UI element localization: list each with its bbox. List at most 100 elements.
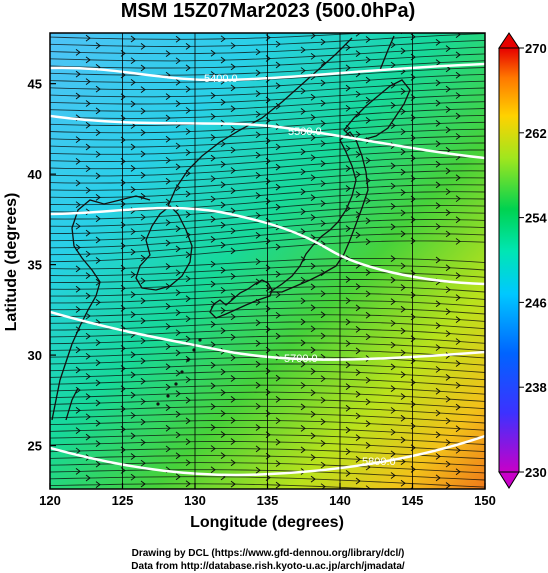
streamline-arrow — [345, 297, 351, 305]
streamline-arrow — [310, 114, 316, 121]
streamline-arrow — [400, 305, 406, 313]
streamline-arrow — [140, 480, 146, 488]
streamline-arrow — [455, 92, 461, 99]
streamline-arrow — [185, 376, 191, 384]
streamline-arrow — [300, 228, 306, 235]
streamline-arrow — [165, 177, 171, 185]
contour-label: 5500.0 — [288, 126, 322, 138]
streamline-arrow — [130, 248, 136, 256]
figure-title: MSM 15Z07Mar2023 (500.0hPa) — [121, 0, 416, 22]
streamline-arrow — [130, 186, 136, 193]
streamline-arrow — [140, 337, 146, 345]
latitude-axis: 25 30 35 40 45 — [28, 77, 56, 454]
streamline-arrow — [165, 404, 171, 411]
streamline-arrow — [390, 341, 396, 349]
longitude-axis: 120 125 130 135 140 145 150 — [39, 483, 496, 508]
streamline-arrow — [345, 276, 351, 283]
streamline-arrow — [220, 35, 226, 43]
streamline-arrow — [95, 85, 101, 93]
colorbar-tick-label: 254 — [525, 211, 547, 226]
streamline-arrow — [130, 165, 136, 172]
streamline-arrow — [455, 195, 461, 203]
streamline-arrow — [320, 332, 326, 340]
streamline-arrow — [95, 257, 101, 264]
streamline-arrow — [355, 50, 361, 58]
streamline-arrow — [140, 150, 146, 158]
streamline-arrow — [185, 315, 191, 323]
streamline-arrow — [275, 270, 281, 278]
streamline-arrow — [310, 325, 316, 333]
streamline-arrow — [255, 402, 261, 410]
streamline-arrow — [310, 432, 316, 440]
streamline-arrow — [445, 439, 451, 446]
streamline-arrow — [455, 294, 461, 301]
streamline-arrow — [400, 436, 406, 444]
streamline-arrow — [220, 161, 226, 168]
streamline-arrow — [355, 110, 361, 118]
streamline-arrow — [220, 389, 226, 396]
streamline-arrow — [320, 461, 326, 469]
streamline-arrow — [320, 375, 326, 383]
streamline-arrow — [435, 409, 441, 417]
streamline-arrow — [365, 36, 371, 43]
streamline-arrow — [210, 71, 216, 78]
streamline-arrow — [455, 71, 461, 79]
streamline-arrow — [230, 480, 236, 488]
streamline-arrow — [275, 82, 281, 90]
streamline-arrow — [210, 382, 216, 390]
streamline-arrow — [275, 243, 281, 251]
streamline-arrow — [310, 52, 316, 60]
streamline-arrow — [456, 490, 460, 496]
streamline-arrow — [390, 102, 396, 109]
streamline-arrow — [85, 332, 91, 340]
streamline-arrow — [435, 223, 441, 230]
streamline-arrow — [300, 67, 306, 74]
streamline-arrow — [365, 76, 371, 84]
streamline-arrow — [210, 175, 216, 183]
streamline-arrow — [365, 290, 371, 298]
streamline-arrow — [130, 143, 136, 151]
streamline-arrow — [345, 145, 351, 152]
streamline-arrow — [390, 81, 396, 89]
streamline-arrow — [130, 311, 136, 318]
streamline-arrow — [345, 404, 351, 412]
streamline-arrow — [255, 192, 261, 199]
streamline-arrow — [140, 277, 146, 285]
streamline-arrow — [95, 440, 101, 447]
streamline-arrow — [300, 87, 306, 95]
streamline-arrow — [310, 454, 316, 461]
contour-line — [50, 310, 485, 361]
streamline-arrow — [175, 57, 181, 65]
streamline-arrow — [95, 107, 101, 115]
streamline-arrow — [275, 203, 281, 211]
streamline-arrow — [445, 126, 451, 134]
streamline-arrow — [455, 316, 461, 323]
streamline-arrow — [75, 407, 81, 414]
streamline-arrow — [175, 35, 181, 43]
streamline-arrow — [310, 304, 316, 312]
streamline-arrow — [95, 236, 101, 244]
streamline-arrow — [390, 41, 396, 49]
colorbar-min-arrow — [498, 471, 520, 489]
streamline-arrow — [140, 418, 146, 426]
streamline-arrow — [455, 381, 461, 389]
streamline-arrow — [390, 450, 396, 458]
streamline-arrow — [435, 99, 441, 107]
taiwan-coast — [65, 387, 79, 421]
streamline-arrow — [175, 390, 181, 398]
streamline-arrow — [445, 167, 451, 175]
streamline-arrow — [255, 48, 261, 56]
streamline-arrow — [220, 307, 226, 314]
streamline-arrow — [185, 396, 191, 404]
streamline-arrow — [210, 113, 216, 120]
streamline-arrow — [140, 317, 146, 325]
streamline-arrow — [455, 174, 461, 182]
streamline-arrow — [445, 286, 451, 294]
streamline-arrow — [175, 431, 181, 439]
streamline-arrow — [390, 407, 396, 414]
streamline-arrow — [220, 286, 226, 294]
streamline-arrow — [140, 213, 146, 221]
streamline-arrow — [455, 338, 461, 345]
streamline-arrow — [230, 63, 236, 71]
streamline-arrow — [230, 313, 236, 321]
